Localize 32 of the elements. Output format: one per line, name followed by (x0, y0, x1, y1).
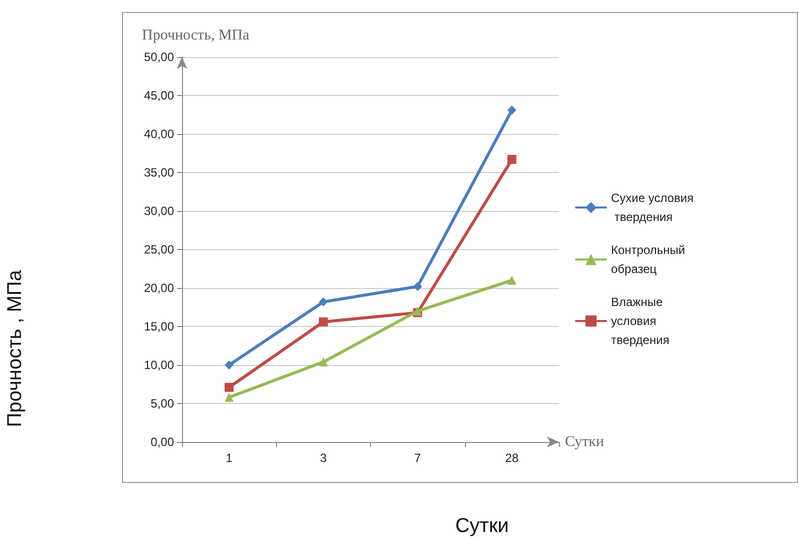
legend-label: Контрольный образец (611, 243, 688, 276)
y-tick-label: 25,00 (144, 242, 174, 256)
y-tick-label: 5,00 (150, 396, 174, 410)
point (224, 360, 234, 370)
y-tick-label: 45,00 (144, 88, 174, 102)
point (318, 357, 328, 366)
legend-label: Влажные условия твердения (611, 295, 670, 347)
point (318, 317, 328, 326)
y-tick-label: 30,00 (144, 204, 174, 218)
point (507, 154, 516, 164)
point (224, 392, 234, 402)
text: Прочность , МПа (4, 269, 26, 428)
point (507, 106, 516, 115)
x-tick-label: 7 (414, 451, 422, 465)
text: Сутки (455, 515, 509, 537)
legend-label: Сухие условия твердения (611, 191, 694, 224)
y-axis-title: Прочность, МПа (142, 28, 250, 44)
y-tick-label: 0,00 (150, 435, 174, 449)
y-tick-label: 35,00 (144, 166, 174, 180)
x-axis-title: Сутки (565, 434, 604, 450)
y-tick-label: 20,00 (144, 281, 174, 295)
x-tick-label: 28 (505, 451, 519, 465)
x-tick-label: 3 (320, 451, 328, 465)
point (318, 297, 328, 306)
y-tick-label: 15,00 (144, 320, 174, 334)
y-tick-label: 10,00 (144, 358, 174, 372)
y-tick-label: 40,00 (144, 127, 174, 141)
y-tick-label: 50,00 (144, 50, 174, 64)
point (224, 382, 234, 392)
x-tick-label: 1 (226, 451, 233, 465)
point (413, 282, 422, 291)
point (507, 276, 516, 285)
